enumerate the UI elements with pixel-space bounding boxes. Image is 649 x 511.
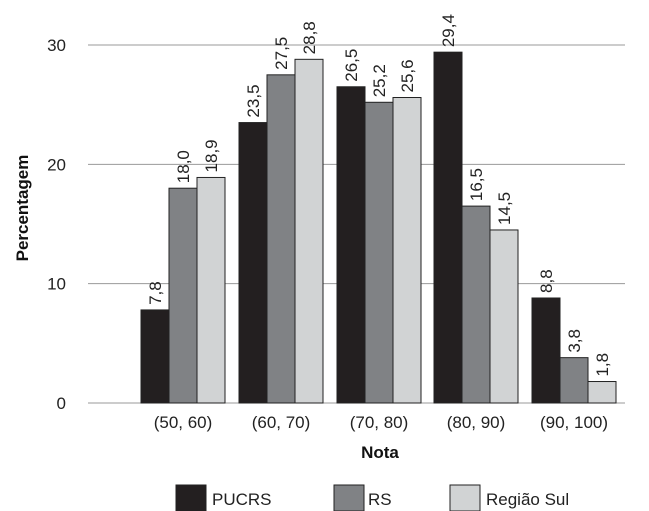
y-tick-label: 0 [57,394,66,413]
bar-regi-o-sul-5 [587,381,617,404]
bar-rs-1 [168,187,198,404]
bar-regi-o-sul-3 [392,97,422,404]
legend: PUCRS RS Região Sul [175,484,569,511]
x-tick-label: (50, 60) [154,413,213,432]
bar-regi-o-sul-2 [294,58,324,404]
legend-label-regiao-sul: Região Sul [486,490,569,509]
y-tick-label: 30 [47,36,66,55]
legend-label-rs: RS [368,490,392,509]
bar-regi-o-sul-1 [196,176,226,404]
bar-value-label: 25,6 [398,59,417,92]
y-axis-title: Percentagem [13,155,32,262]
bar-value-label: 16,5 [467,168,486,201]
bar-rs-4 [461,205,491,404]
x-tick-label: (80, 90) [447,413,506,432]
bar-value-label: 29,4 [439,14,458,47]
bar-value-label: 8,8 [537,269,556,293]
bar-value-label: 18,9 [202,139,221,172]
bar-pucrs-3 [336,86,366,404]
y-axis-ticks: 0 10 20 30 [47,36,66,413]
bar-value-label: 28,8 [300,21,319,54]
bar-pucrs-5 [531,297,561,404]
y-tick-label: 10 [47,275,66,294]
bar-value-label: 7,8 [146,281,165,305]
bar-value-label: 3,8 [565,329,584,353]
x-tick-label: (70, 80) [350,413,409,432]
bar-rs-5 [559,357,589,404]
legend-swatch-regiao-sul [449,484,481,511]
x-axis-ticks: (50, 60) (60, 70) (70, 80) (80, 90) (90, 100… [154,413,608,432]
bars [140,51,617,404]
bar-pucrs-2 [238,122,268,404]
bar-value-label: 23,5 [244,84,263,117]
bar-value-label: 18,0 [174,150,193,183]
bar-value-label: 25,2 [370,64,389,97]
legend-swatch-pucrs [175,484,207,511]
bar-rs-2 [266,74,296,404]
bar-value-label: 27,5 [272,37,291,70]
bar-value-label: 26,5 [342,49,361,82]
x-tick-label: (60, 70) [252,413,311,432]
legend-label-pucrs: PUCRS [212,490,272,509]
bar-value-labels: 7,8 23,5 26,5 29,4 8,8 18,0 27,5 25,2 16,5 3,8 18,… [146,14,612,376]
bar-pucrs-1 [140,309,170,404]
legend-swatch-rs [333,484,365,511]
x-tick-label: (90, 100) [540,413,608,432]
bar-regi-o-sul-4 [489,229,519,404]
bar-pucrs-4 [433,51,463,404]
x-axis-title: Nota [361,443,399,462]
bar-rs-3 [364,101,394,404]
bar-value-label: 14,5 [495,192,514,225]
bar-value-label: 1,8 [593,353,612,377]
y-tick-label: 20 [47,155,66,174]
